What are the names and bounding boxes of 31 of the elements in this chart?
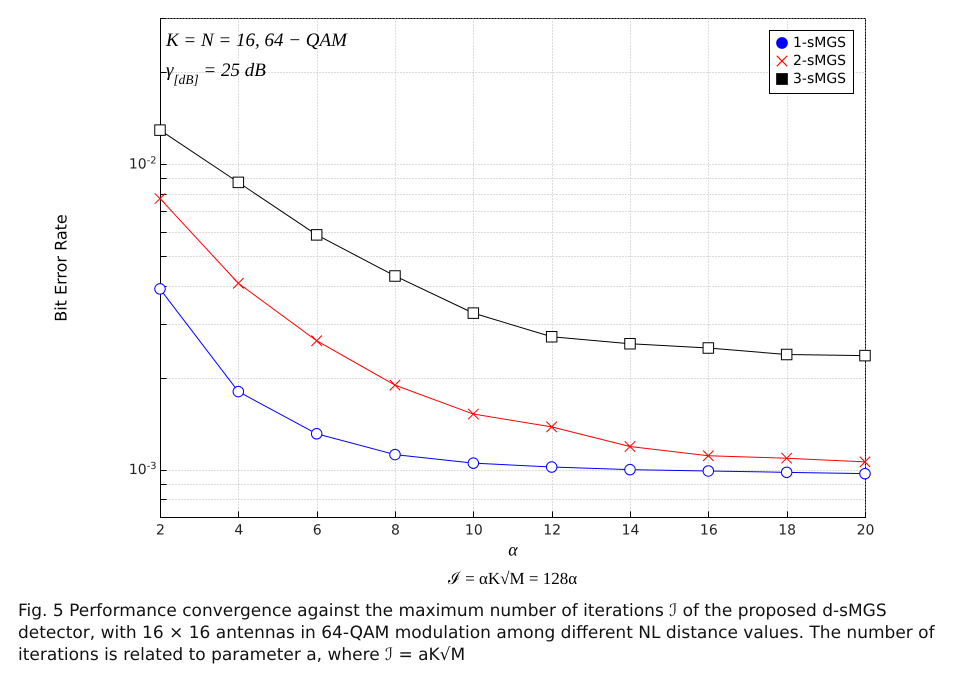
point — [859, 456, 871, 468]
x-tick-label: 6 — [312, 522, 322, 538]
annotation: γ$_{[dB]}$ = 25 dB — [166, 60, 266, 86]
y-axis-title: Bit Error Rate — [51, 214, 70, 322]
legend-label: 3-sMGS — [793, 71, 846, 87]
x-tick-label: 10 — [464, 522, 483, 538]
x-tick-label: 2 — [156, 522, 165, 538]
point — [702, 450, 714, 462]
text: ℐ = αK√M = 128α — [446, 568, 578, 589]
x-axis-title: α — [508, 540, 518, 560]
point — [624, 440, 636, 452]
annotation: K = N = 16, 64 − QAM — [165, 30, 348, 51]
x-tick-label: 16 — [700, 522, 718, 538]
x-tick-label: 8 — [391, 522, 400, 538]
x-tick-label: 14 — [622, 522, 640, 538]
legend-label: 1-sMGS — [793, 35, 846, 51]
y-tick-label: 10$^{-3}$ — [128, 460, 156, 478]
x-tick-label: 20 — [856, 522, 874, 538]
point — [546, 421, 558, 433]
x-tick-label: 12 — [543, 522, 562, 538]
point — [468, 408, 480, 420]
point — [232, 278, 244, 289]
point — [389, 379, 401, 391]
point — [780, 452, 792, 464]
x-tick-label: 4 — [234, 522, 244, 538]
legend-label: 2-sMGS — [793, 53, 846, 69]
point — [310, 334, 322, 346]
point — [154, 192, 166, 204]
y-tick-label: 10$^{-2}$ — [128, 154, 156, 172]
caption: Fig. 5 Performance convergence against the maximum number of iterations ℐ of the proposed d-sMGS detector, with 16 × 16 antennas in 64-QAM modulation among different NL distance values. The number of iterations is related to parameter a, where ℐ = aK√M — [18, 600, 936, 666]
x-tick-label: 18 — [778, 522, 796, 538]
